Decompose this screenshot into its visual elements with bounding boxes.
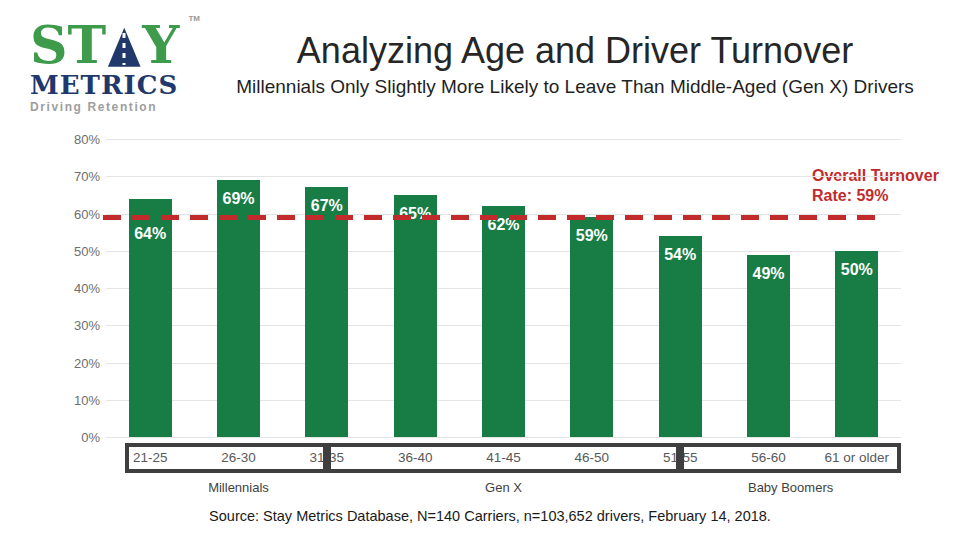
bar-36-40 [394, 195, 437, 437]
y-tick-label: 10% [40, 392, 100, 407]
x-axis-box-millennials [125, 443, 327, 473]
x-axis-box-gen-x [327, 443, 680, 473]
bar-value-label: 50% [841, 261, 873, 279]
source-note: Source: Stay Metrics Database, N=140 Car… [0, 508, 980, 524]
y-grid-line [106, 176, 901, 177]
group-label-baby-boomers: Baby Boomers [748, 480, 833, 495]
y-tick-label: 50% [40, 243, 100, 258]
y-tick-label: 30% [40, 318, 100, 333]
turnover-bar-chart: Overall Turnover Rate: 59% 0% 10% 20% 30% 40… [0, 0, 980, 552]
y-grid-line [106, 437, 901, 438]
bar-value-label: 69% [222, 190, 254, 208]
bar-value-label: 67% [311, 197, 343, 215]
bar-value-label: 49% [752, 265, 784, 283]
y-tick-label: 20% [40, 355, 100, 370]
bar-value-label: 64% [134, 225, 166, 243]
group-label-gen-x: Gen X [485, 480, 522, 495]
y-tick-label: 70% [40, 169, 100, 184]
reference-line-label: Overall Turnover Rate: 59% [812, 166, 960, 206]
y-tick-label: 40% [40, 281, 100, 296]
bar-value-label: 54% [664, 246, 696, 264]
y-grid-line [106, 139, 901, 140]
bar-51-55 [659, 236, 702, 437]
slide: ST Y TM METRICS Driving Retention Analyz… [0, 0, 980, 552]
bar-41-45 [482, 206, 525, 437]
x-axis-box-baby-boomers [680, 443, 901, 473]
y-tick-label: 60% [40, 206, 100, 221]
y-tick-label: 0% [40, 430, 100, 445]
reference-line [103, 215, 876, 220]
bar-31-35 [305, 187, 348, 437]
group-label-millennials: Millennials [208, 480, 269, 495]
y-tick-label: 80% [40, 132, 100, 147]
bar-46-50 [570, 217, 613, 437]
bar-value-label: 59% [576, 227, 608, 245]
